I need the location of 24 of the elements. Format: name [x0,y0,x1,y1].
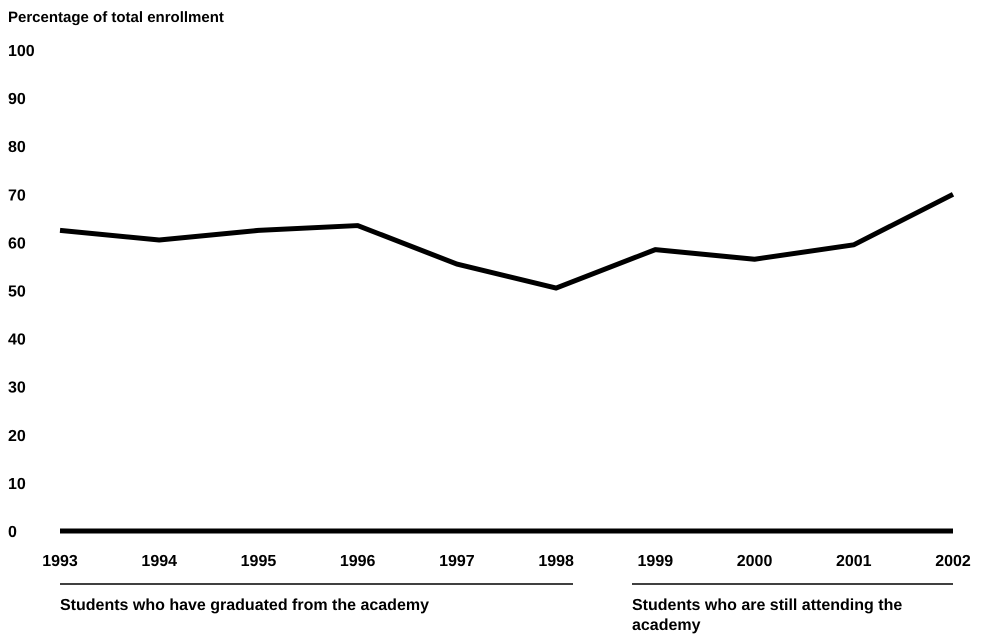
x-tick-label: 1996 [340,553,376,570]
y-tick-label: 60 [8,235,26,252]
y-tick-label: 100 [8,43,35,60]
x-tick-label: 2000 [736,553,772,570]
x-tick-label: 2002 [935,553,971,570]
y-tick-label: 0 [8,524,17,541]
y-tick-label: 90 [8,91,26,108]
x-tick-label: 1994 [141,553,178,570]
x-tick-label: 1995 [240,553,276,570]
y-tick-label: 10 [8,476,26,493]
x-tick-label: 2001 [836,553,872,570]
y-tick-label: 30 [8,380,26,397]
y-tick-label: 50 [8,284,26,300]
x-tick-label: 1999 [638,553,674,570]
y-tick-label: 20 [8,428,26,445]
text: Students who have graduated from the academy [60,597,430,614]
x-tick-label: 1997 [439,553,475,570]
y-tick-label: 80 [8,139,26,156]
x-tick-label: 1998 [538,553,574,570]
x-tick-label: 1993 [42,553,78,570]
y-tick-label: 40 [8,332,26,349]
y-axis-title: Percentage of total enrollment [8,9,224,26]
y-tick-label: 70 [8,187,26,204]
text: Students who are still attending the academy [632,597,902,634]
